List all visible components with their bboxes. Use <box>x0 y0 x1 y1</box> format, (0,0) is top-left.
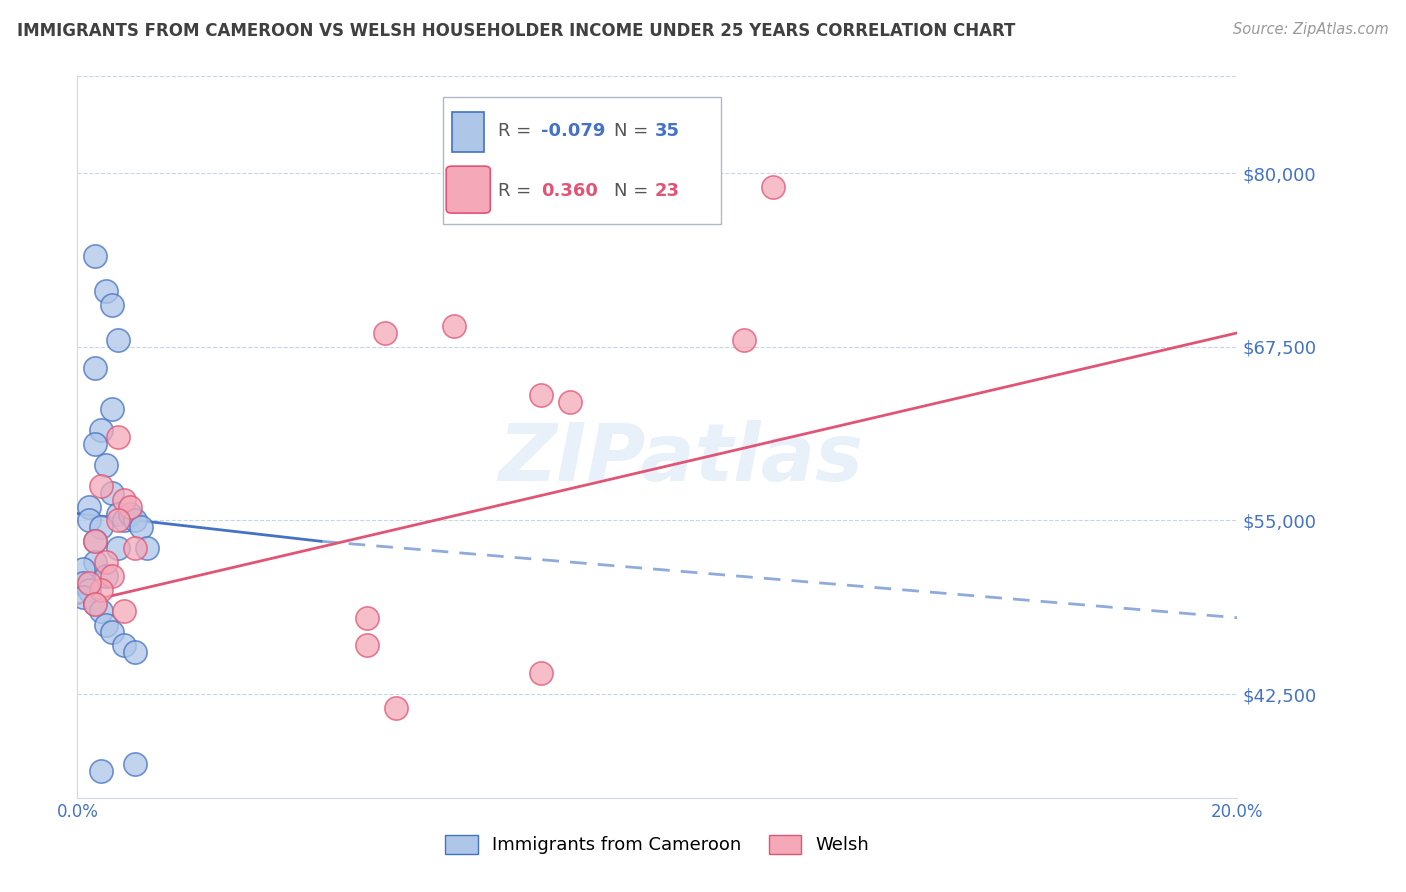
Point <box>96 617 118 632</box>
Point <box>83 250 105 264</box>
Text: IMMIGRANTS FROM CAMEROON VS WELSH HOUSEHOLDER INCOME UNDER 25 YEARS CORRELATION : IMMIGRANTS FROM CAMEROON VS WELSH HOUSEH… <box>17 22 1015 40</box>
Point <box>90 423 111 437</box>
Point <box>124 756 146 771</box>
Point <box>124 541 146 556</box>
Point <box>83 555 105 569</box>
Text: N =: N = <box>614 122 654 140</box>
Point <box>107 333 129 347</box>
Point <box>77 500 100 514</box>
Point <box>530 388 553 402</box>
Text: 23: 23 <box>655 183 681 201</box>
Point <box>129 520 152 534</box>
Point <box>96 555 118 569</box>
Point <box>96 458 118 472</box>
Point <box>560 395 582 409</box>
Point <box>124 645 146 659</box>
Point <box>96 284 118 298</box>
Point <box>374 326 396 340</box>
Point <box>112 639 135 653</box>
Text: 35: 35 <box>655 122 681 140</box>
Point <box>112 604 135 618</box>
Point <box>83 534 105 549</box>
Point <box>356 611 378 625</box>
Point <box>90 479 111 493</box>
Point <box>90 582 111 597</box>
Point <box>72 576 94 591</box>
Text: R =: R = <box>498 122 537 140</box>
Point <box>112 492 135 507</box>
Text: N =: N = <box>614 183 654 201</box>
Point <box>101 569 124 583</box>
Text: Source: ZipAtlas.com: Source: ZipAtlas.com <box>1233 22 1389 37</box>
Point <box>124 513 146 527</box>
Point <box>443 318 465 333</box>
Point <box>90 604 111 618</box>
Point <box>101 402 124 417</box>
Point <box>733 333 755 347</box>
Text: 0.360: 0.360 <box>541 183 598 201</box>
Point <box>83 360 105 375</box>
Point <box>83 597 105 611</box>
Point <box>118 500 141 514</box>
Point <box>90 520 111 534</box>
Point <box>83 597 105 611</box>
Point <box>356 639 378 653</box>
Point <box>118 507 141 521</box>
Point <box>101 485 124 500</box>
Point <box>107 513 129 527</box>
Legend: Immigrants from Cameroon, Welsh: Immigrants from Cameroon, Welsh <box>439 828 876 862</box>
Point <box>136 541 159 556</box>
FancyBboxPatch shape <box>446 166 491 213</box>
Point <box>530 666 553 681</box>
Point <box>101 624 124 639</box>
Point <box>112 513 135 527</box>
Point <box>762 180 785 194</box>
Point <box>101 298 124 312</box>
Text: -0.079: -0.079 <box>541 122 606 140</box>
Point <box>90 764 111 778</box>
Point <box>385 701 408 715</box>
FancyBboxPatch shape <box>443 97 721 224</box>
Point <box>107 541 129 556</box>
Point <box>96 569 118 583</box>
Point <box>72 590 94 604</box>
Point <box>77 582 100 597</box>
Text: ZIPatlas: ZIPatlas <box>498 420 863 498</box>
Text: R =: R = <box>498 183 543 201</box>
Point <box>83 534 105 549</box>
Point <box>83 437 105 451</box>
Point <box>77 576 100 591</box>
FancyBboxPatch shape <box>451 112 485 152</box>
Point <box>72 562 94 576</box>
Point <box>77 513 100 527</box>
Point <box>107 507 129 521</box>
Point <box>107 430 129 444</box>
